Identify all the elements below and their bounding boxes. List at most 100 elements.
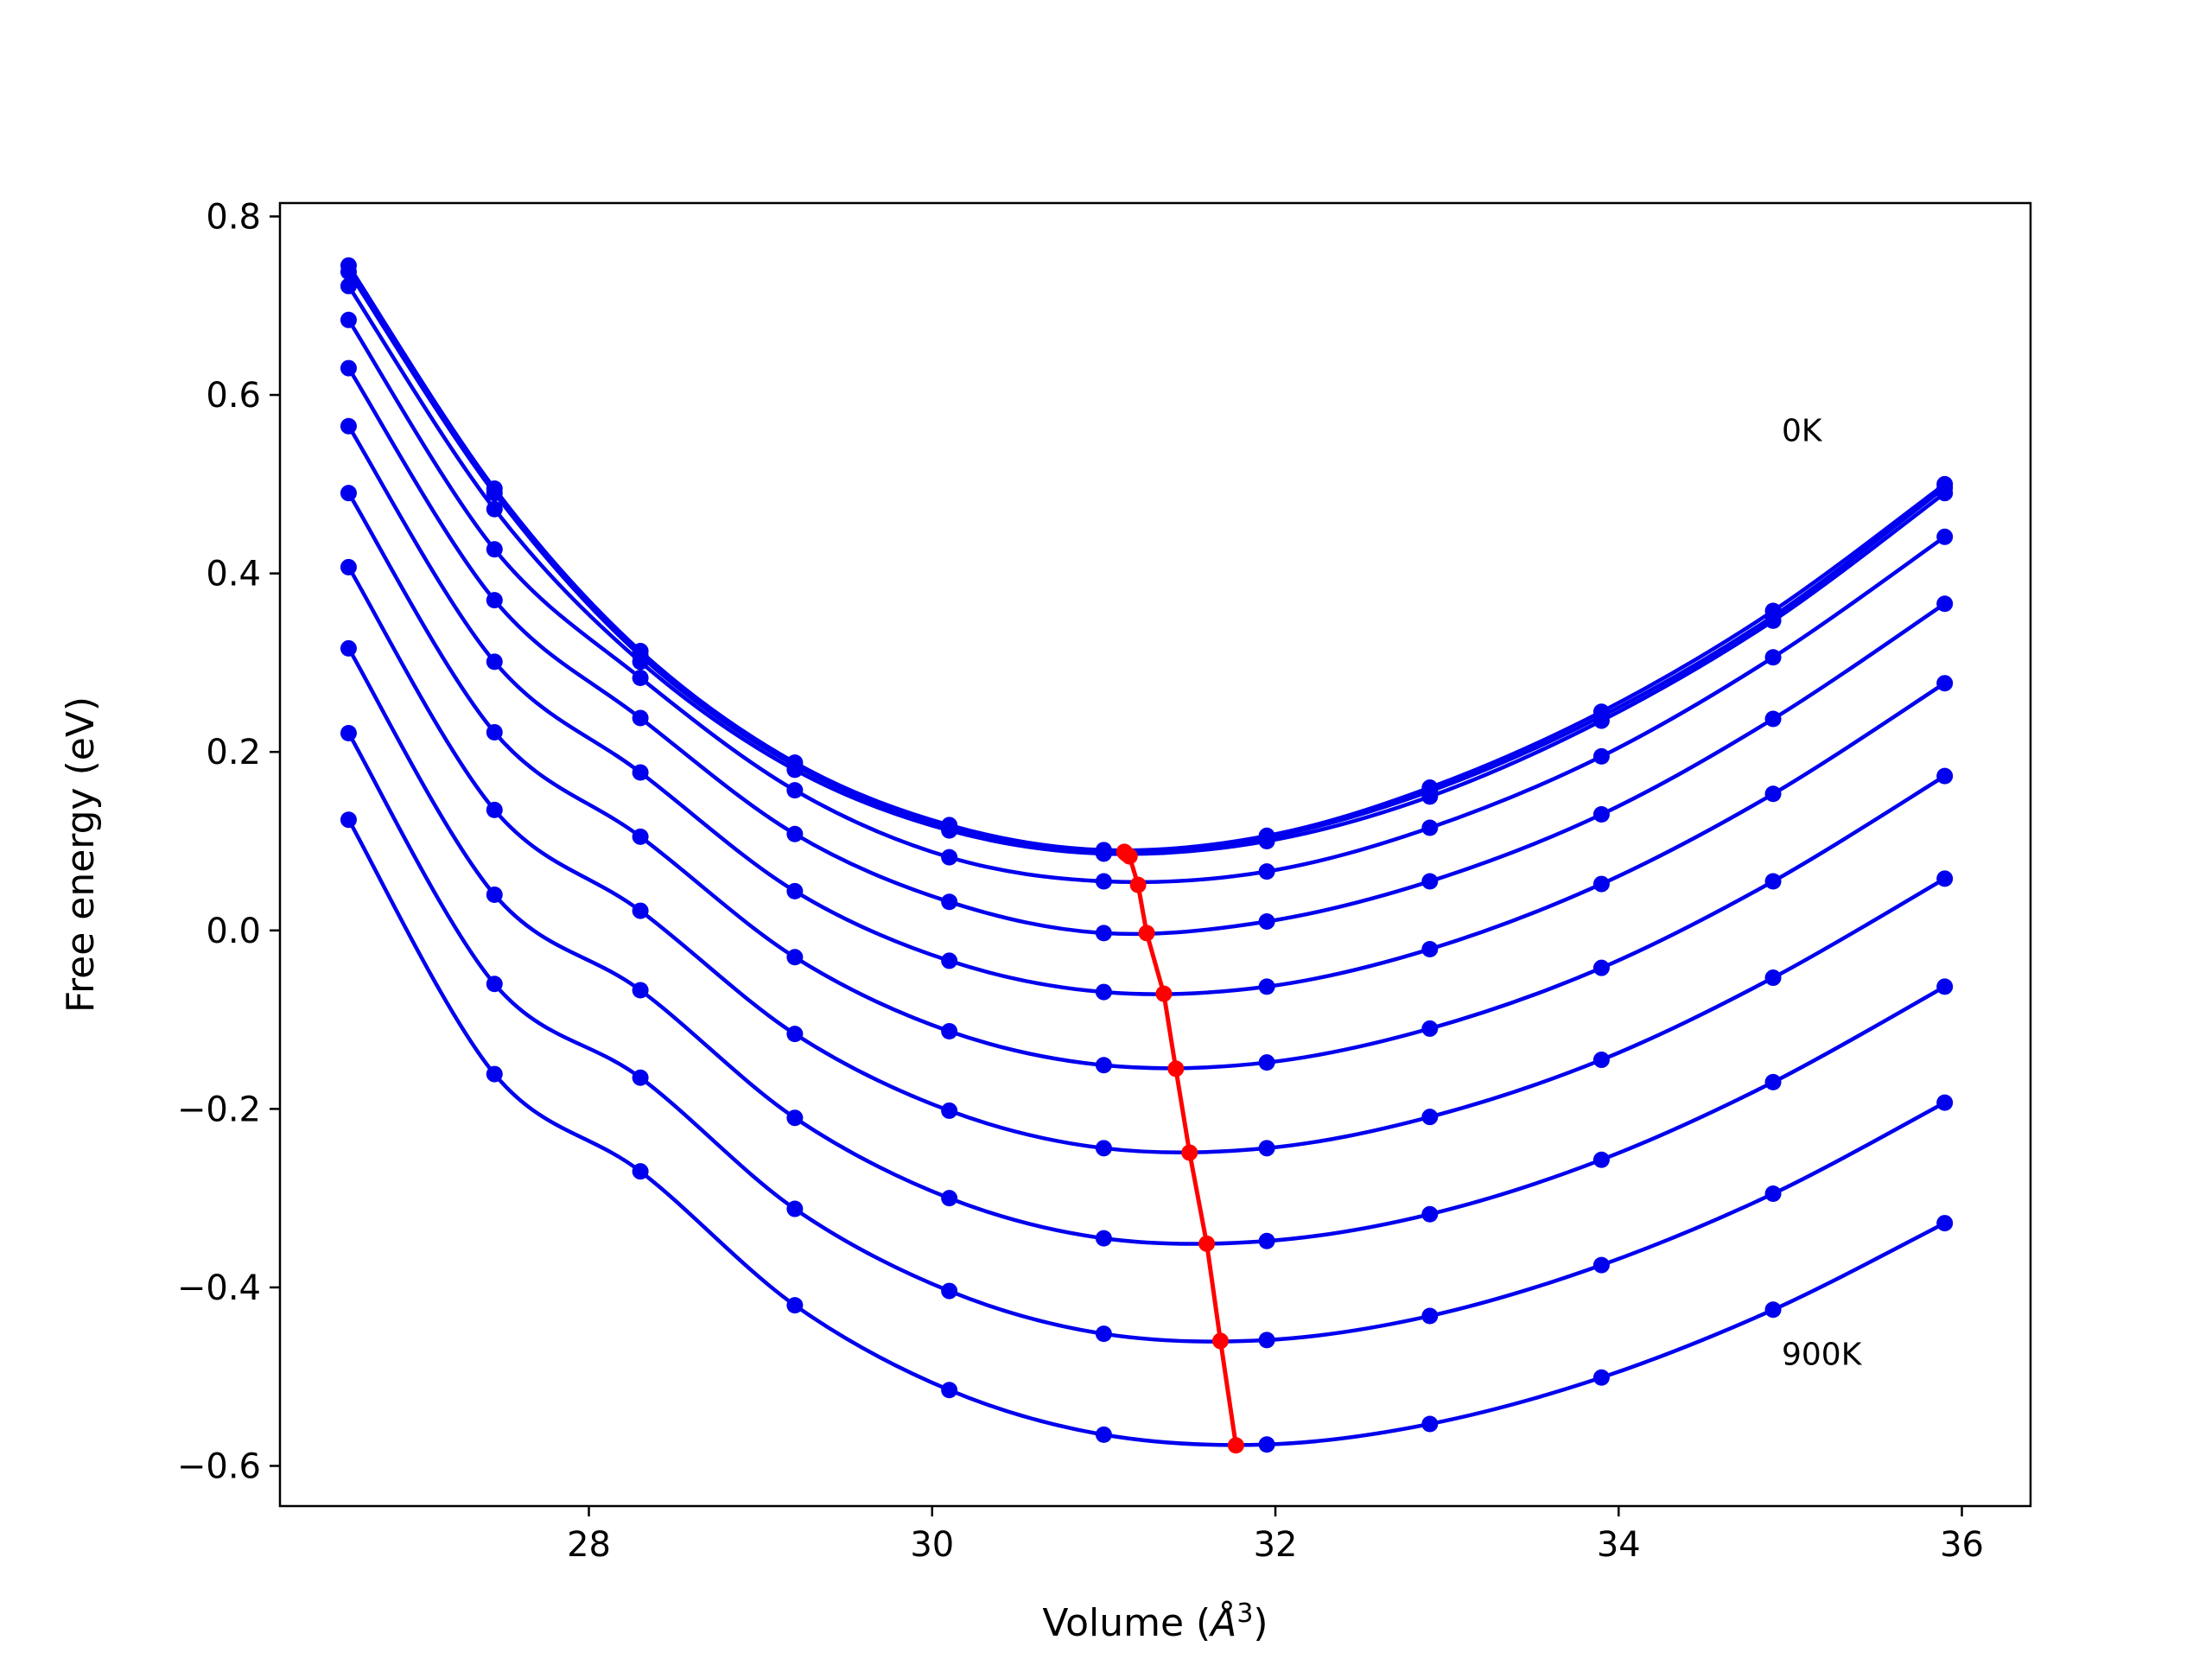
annotations-layer: 0K 900K [1782,413,1863,1372]
data-point [941,1023,958,1040]
data-point [786,761,804,779]
data-point [786,1297,804,1314]
series-line-10 [346,818,1946,1447]
data-point [1421,788,1439,805]
annotation-label: 900K [1782,1337,1863,1372]
data-point [1258,1140,1275,1157]
data-point [1592,1052,1610,1069]
data-point [340,359,357,377]
data-point [486,653,503,671]
x-tick-label: 30 [910,1525,954,1565]
data-point [486,541,503,558]
data-point [941,893,958,911]
data-point [632,902,649,919]
y-tick-label: −0.4 [177,1268,261,1308]
data-point [1592,1151,1610,1168]
data-point [1421,819,1439,836]
data-point [1936,485,1954,502]
data-point [340,264,357,281]
data-point [1592,1369,1610,1386]
data-point [1936,1094,1954,1111]
data-point [1936,870,1954,887]
series-4 [340,359,1954,942]
data-point [1095,1230,1112,1247]
data-point [486,801,503,818]
series-9 [340,725,1954,1349]
series-6 [340,485,1954,1074]
minimum-point [1155,985,1173,1002]
data-point [1764,785,1782,803]
minimum-point [1121,848,1138,865]
data-point [1095,1140,1112,1157]
data-point [941,1190,958,1207]
data-point [1421,873,1439,890]
y-axis-title: Free energy (eV) [59,696,103,1013]
data-point [1258,863,1275,880]
minimum-point [1138,925,1155,942]
data-point [1764,710,1782,728]
series-line-9 [346,732,1946,1344]
data-point [1421,940,1439,957]
data-point [1764,969,1782,987]
data-point [486,976,503,993]
data-point [1258,1232,1275,1249]
y-tick-label: 0.0 [206,912,261,951]
data-point [1095,983,1112,1001]
data-point [1764,1185,1782,1202]
minimum-point [1167,1060,1185,1077]
data-point [786,949,804,966]
x-tick-label: 34 [1597,1525,1641,1565]
data-point [486,723,503,741]
minimum-point [1181,1144,1198,1161]
data-point [1421,1205,1439,1223]
y-tick-label: −0.6 [177,1447,261,1487]
series-5 [340,417,1954,1001]
data-point [786,882,804,899]
data-point [340,725,357,742]
data-point [941,822,958,839]
data-point [1936,675,1954,692]
data-point [786,1026,804,1043]
data-point [632,1069,649,1086]
data-point [941,1102,958,1119]
minimum-line-layer [1116,843,1244,1454]
data-point [340,811,357,829]
curves-layer [340,257,1954,1453]
series-8 [340,639,1954,1249]
data-point [340,485,357,502]
data-point [340,639,357,657]
y-axis-ticks: 0.8 0.6 0.4 0.2 0.0 −0.2 −0.4 −0.6 [177,197,280,1487]
y-tick-label: 0.2 [206,733,261,772]
series-10 [340,811,1954,1453]
x-axis-ticks: 28 30 32 34 36 [567,1506,1984,1565]
minimum-point [1129,876,1147,893]
data-point [1592,959,1610,976]
x-axis-title: Volume (Å3) [1042,1599,1268,1645]
data-point [1095,1426,1112,1443]
data-point [632,669,649,686]
data-point [486,1065,503,1083]
data-point [1764,612,1782,629]
minimum-point [1198,1235,1216,1252]
data-point [486,592,503,609]
series-2 [340,277,1954,862]
data-point [1095,845,1112,862]
data-point [941,1382,958,1399]
data-point [1936,978,1954,995]
data-point [1095,925,1112,942]
data-point [1258,1332,1275,1349]
plot-frame [278,201,2032,1508]
data-point [1095,1325,1112,1343]
data-point [1764,649,1782,666]
x-tick-label: 28 [567,1525,611,1565]
series-line-8 [346,647,1946,1246]
data-point [1258,1436,1275,1453]
data-point [1764,873,1782,890]
minimum-point [1211,1332,1229,1350]
data-point [786,1200,804,1217]
data-point [1095,873,1112,890]
data-point [1764,1301,1782,1319]
